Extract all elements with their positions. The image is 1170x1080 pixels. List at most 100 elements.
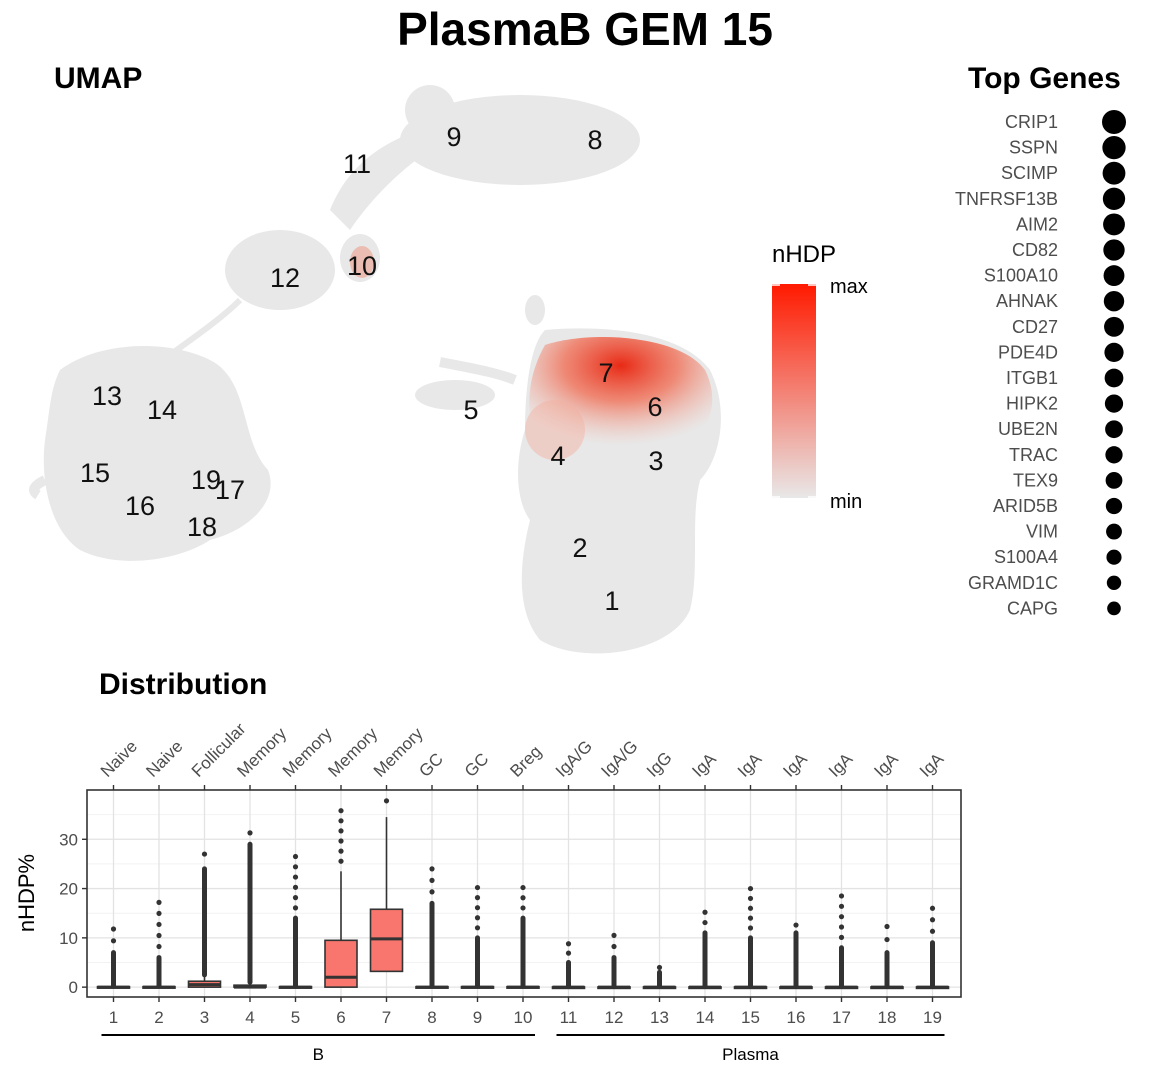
outlier-point [156,943,162,950]
top-gene-label: CD27 [1012,317,1058,337]
outlier-point [474,915,481,921]
outlier-point [520,884,526,891]
umap-blob-5 [415,380,495,410]
umap-cluster-label: 12 [270,263,300,293]
umap-blob-11 [330,130,430,230]
box-11 [551,941,586,990]
box-17 [824,893,859,990]
box-15 [733,885,768,990]
outlier-point [156,932,162,939]
umap-cluster-label: 14 [147,395,177,425]
outlier-point [292,884,299,890]
top-gene-dot [1103,213,1125,236]
outlier-point [292,853,299,860]
umap-panel-title: UMAP [54,62,143,95]
outlier-point [565,950,572,956]
x-tick-label: 15 [741,1008,760,1027]
top-gene-label: S100A10 [984,266,1058,286]
top-gene-label: ITGB1 [1006,368,1058,388]
outlier-point [201,851,208,857]
top-gene-dot [1105,420,1123,439]
y-tick-label: 10 [59,929,78,948]
x-tick-label: 13 [650,1008,669,1027]
outlier-point [747,885,754,892]
outlier-point [838,893,845,899]
x-tick-label: 18 [878,1008,897,1027]
outlier-point [110,938,117,944]
page-title: PlasmaB GEM 15 [397,3,773,55]
outlier-point [838,924,845,930]
outlier-point [747,915,754,921]
outlier-point [474,905,481,911]
category-label: GC [415,749,446,780]
x-tick-label: 4 [245,1008,254,1027]
category-label: GC [461,749,492,780]
box-2 [142,899,176,989]
outlier-point [110,926,117,932]
x-tick-label: 3 [200,1008,209,1027]
umap-cluster-label: 13 [92,381,122,411]
outlier-point [747,895,754,902]
x-tick-label: 2 [154,1008,163,1027]
outlier-point [929,917,936,923]
y-tick-label: 30 [59,830,78,849]
top-gene-dot [1102,161,1126,185]
box-body [324,939,358,988]
top-gene-label: ARID5B [993,496,1058,516]
outlier-point [292,905,299,911]
legend-max-label: max [830,276,868,298]
outlier-point [156,921,162,928]
top-gene-dot [1102,135,1126,160]
category-label: IgA/G [552,737,596,781]
category-label: IgA [734,749,766,781]
outlier-point [793,922,799,928]
outlier-point [247,830,253,836]
group-label: B [313,1045,324,1064]
box-8 [415,866,449,989]
outlier-point [929,905,936,911]
umap-blob-left-b [43,346,271,561]
top-gene-dot [1103,265,1125,287]
category-label: Naive [142,737,186,781]
y-tick-label: 0 [69,978,78,997]
outlier-point [929,928,936,934]
box-13 [642,964,677,990]
umap-cluster-label: 18 [187,512,217,542]
outlier-point [565,941,572,947]
top-gene-label: VIM [1026,522,1058,542]
category-label: Memory [370,724,427,781]
top-gene-dot [1104,316,1124,337]
outlier-point [656,964,663,971]
umap-cluster-label: 11 [343,149,371,179]
box-14 [688,909,722,990]
top-gene-label: PDE4D [998,342,1058,362]
category-label: Breg [506,742,545,781]
umap-blob-10 [340,234,380,282]
category-label: Memory [279,724,336,781]
top-gene-dot [1106,549,1122,565]
top-gene-dot [1104,342,1124,362]
top-gene-label: CRIP1 [1005,112,1058,132]
outlier-point [429,877,435,883]
legend-min-label: min [830,491,862,513]
top-gene-label: SSPN [1009,138,1058,158]
outlier-point [292,895,299,901]
category-label: IgA [688,749,720,781]
y-tick-label: 20 [59,880,78,899]
x-tick-label: 17 [832,1008,851,1027]
box-5 [278,853,313,989]
umap-cluster-label: 16 [125,491,155,521]
top-gene-dot [1106,523,1122,540]
top-gene-label: TRAC [1009,445,1058,465]
box-9 [460,884,495,989]
umap-cluster-label: 15 [80,458,110,488]
x-tick-label: 12 [605,1008,624,1027]
umap-cluster-label: 2 [572,533,587,563]
umap-cluster-label: 1 [604,586,619,616]
top-genes-panel-title: Top Genes [968,62,1121,95]
umap-cluster-label: 8 [587,125,602,155]
outlier-point [292,874,299,880]
x-tick-label: 7 [382,1008,391,1027]
top-gene-dot [1102,110,1126,134]
x-tick-label: 6 [336,1008,345,1027]
